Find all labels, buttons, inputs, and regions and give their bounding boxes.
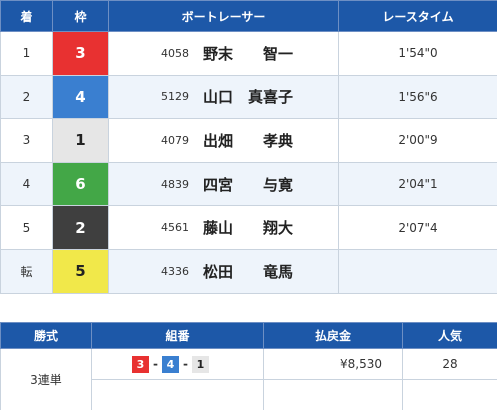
frame-number-badge: 5 xyxy=(52,248,109,294)
racer-registration-number: 4839 xyxy=(161,177,189,191)
header-place: 着 xyxy=(0,0,53,32)
place-cell: 5 xyxy=(0,205,53,250)
payout-header-row: 勝式 組番 払戻金 人気 xyxy=(0,322,497,349)
payout-amount: ¥8,530 xyxy=(263,348,403,380)
place-cell: 4 xyxy=(0,161,53,207)
racer-name-link[interactable]: 山口 真喜子 xyxy=(203,88,294,107)
place-cell: 3 xyxy=(0,118,53,163)
racer-name-link[interactable]: 松田 竜馬 xyxy=(203,262,294,281)
race-time xyxy=(338,248,497,294)
result-row: 2 4 5129 山口 真喜子 1'56"6 xyxy=(0,74,497,120)
racer-registration-number: 4561 xyxy=(161,221,189,235)
result-row: 3 1 4079 出畑 孝典 2'00"9 xyxy=(0,118,497,163)
payout-table: 勝式 組番 払戻金 人気 3連単 3 - 4 - 1 ¥8,530 28 xyxy=(0,322,497,410)
race-time: 1'54"0 xyxy=(338,31,497,76)
race-results-table: 着 枠 ボートレーサー レースタイム 1 3 4058 野末 智一 1'54"0… xyxy=(0,0,497,294)
racer-registration-number: 4336 xyxy=(161,264,189,278)
popularity-rank-empty xyxy=(402,379,497,410)
place-cell: 1 xyxy=(0,31,53,76)
header-frame: 枠 xyxy=(52,0,109,32)
racer-cell: 4079 出畑 孝典 xyxy=(108,118,339,163)
racer-registration-number: 4079 xyxy=(161,133,189,147)
frame-number-badge: 1 xyxy=(52,118,109,163)
racer-cell: 4336 松田 竜馬 xyxy=(108,248,339,294)
popularity-rank: 28 xyxy=(402,348,497,380)
combination-cell-empty xyxy=(91,379,264,410)
race-time: 2'07"4 xyxy=(338,205,497,250)
racer-cell: 5129 山口 真喜子 xyxy=(108,74,339,120)
frame-number-badge: 3 xyxy=(52,31,109,76)
place-cell: 2 xyxy=(0,74,53,120)
results-header-row: 着 枠 ボートレーサー レースタイム xyxy=(0,0,497,32)
combo-second-badge: 4 xyxy=(162,355,179,373)
racer-cell: 4058 野末 智一 xyxy=(108,31,339,76)
result-row: 転 5 4336 松田 竜馬 xyxy=(0,248,497,294)
frame-number-badge: 2 xyxy=(52,205,109,250)
racer-cell: 4839 四宮 与寛 xyxy=(108,161,339,207)
header-racer: ボートレーサー xyxy=(108,0,339,32)
result-row: 1 3 4058 野末 智一 1'54"0 xyxy=(0,31,497,76)
place-cell: 転 xyxy=(0,248,53,294)
header-payout-amount: 払戻金 xyxy=(263,322,403,349)
payout-amount-empty xyxy=(263,379,403,410)
combo-first-badge: 3 xyxy=(132,355,149,373)
race-time: 2'00"9 xyxy=(338,118,497,163)
frame-number-badge: 6 xyxy=(52,161,109,207)
racer-name-link[interactable]: 出畑 孝典 xyxy=(203,131,294,150)
result-row: 4 6 4839 四宮 与寛 2'04"1 xyxy=(0,161,497,207)
bet-type-cell: 3連単 xyxy=(0,348,92,410)
header-bet-type: 勝式 xyxy=(0,322,92,349)
racer-cell: 4561 藤山 翔大 xyxy=(108,205,339,250)
racer-name-link[interactable]: 四宮 与寛 xyxy=(203,175,294,194)
combo-separator: - xyxy=(183,357,188,371)
combo-separator: - xyxy=(153,357,158,371)
combination-cell: 3 - 4 - 1 xyxy=(91,348,264,380)
combo-third-badge: 1 xyxy=(192,355,209,373)
racer-name-link[interactable]: 野末 智一 xyxy=(203,44,294,63)
header-popularity: 人気 xyxy=(402,322,497,349)
race-time: 1'56"6 xyxy=(338,74,497,120)
header-time: レースタイム xyxy=(338,0,497,32)
racer-registration-number: 5129 xyxy=(161,90,189,104)
result-row: 5 2 4561 藤山 翔大 2'07"4 xyxy=(0,205,497,250)
race-time: 2'04"1 xyxy=(338,161,497,207)
racer-name-link[interactable]: 藤山 翔大 xyxy=(203,219,294,238)
frame-number-badge: 4 xyxy=(52,74,109,120)
racer-registration-number: 4058 xyxy=(161,46,189,60)
header-combination: 組番 xyxy=(91,322,264,349)
payout-row: 3連単 3 - 4 - 1 ¥8,530 28 xyxy=(0,348,497,410)
